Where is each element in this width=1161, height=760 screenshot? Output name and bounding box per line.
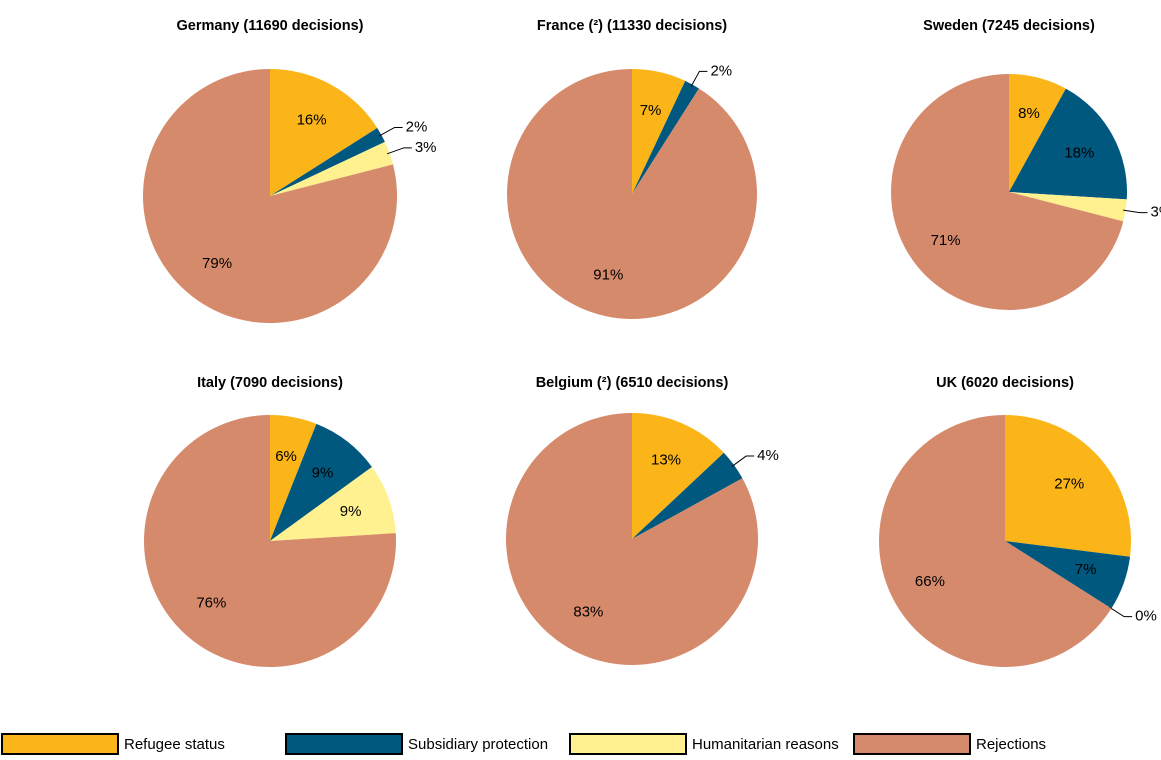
leader-line (1123, 209, 1148, 214)
data-label: 13% (651, 451, 681, 468)
data-label: 9% (340, 503, 362, 520)
chart-title: UK (6020 decisions) (936, 375, 1074, 391)
data-label: 76% (196, 594, 226, 611)
legend-swatch (853, 733, 971, 755)
pie-slice (143, 69, 397, 323)
legend-label: Refugee status (124, 736, 225, 753)
data-label: 7% (1075, 561, 1097, 578)
data-label: 79% (202, 255, 232, 272)
pie-slice (270, 466, 396, 541)
chart-title: Italy (7090 decisions) (197, 375, 343, 391)
data-label: 8% (1018, 105, 1040, 122)
data-label: 16% (297, 111, 327, 128)
legend-label: Rejections (976, 736, 1046, 753)
pie-slice (507, 69, 758, 319)
pie-slice (270, 415, 317, 541)
data-label: 0% (1135, 608, 1157, 625)
pie-slice (1005, 541, 1131, 609)
data-label: 71% (931, 232, 961, 249)
chart-title: France (²) (11330 decisions) (537, 18, 727, 34)
pie-slice (632, 69, 686, 194)
pie-slice (632, 80, 699, 194)
pie-slice (270, 141, 394, 196)
pie-slice (1009, 74, 1066, 192)
pie-slice (270, 423, 372, 541)
pie-slice (632, 413, 724, 539)
chart-title: Sweden (7245 decisions) (923, 18, 1095, 34)
pie-slice (270, 69, 378, 196)
chart-title: Germany (11690 decisions) (177, 18, 364, 34)
data-label: 66% (915, 573, 945, 590)
legend-swatch (569, 733, 687, 755)
data-label: 6% (275, 448, 297, 465)
pie-slice (1009, 88, 1128, 200)
pie-slice (506, 413, 758, 665)
data-label: 3% (1151, 204, 1161, 221)
legend-label: Subsidiary protection (408, 736, 548, 753)
legend-label: Humanitarian reasons (692, 736, 839, 753)
data-label: 9% (312, 464, 334, 481)
pie-slice (1005, 415, 1132, 557)
leader-line (731, 455, 755, 467)
legend-swatch (1, 733, 119, 755)
data-label: 3% (415, 139, 437, 156)
leader-line (386, 147, 412, 155)
pie-slice (879, 415, 1112, 667)
legend-swatch (285, 733, 403, 755)
pie-slice (632, 452, 743, 539)
data-label: 83% (573, 604, 603, 621)
pie-slice (1009, 192, 1127, 222)
leader-line (378, 126, 403, 137)
pie-slice (270, 127, 385, 196)
data-label: 27% (1054, 475, 1084, 492)
data-label: 2% (710, 62, 732, 79)
pie-slice (891, 74, 1124, 311)
data-label: 7% (640, 102, 662, 119)
pie-slice (144, 415, 397, 667)
data-label: 2% (406, 118, 428, 135)
leader-line (1108, 606, 1133, 618)
data-label: 91% (593, 267, 623, 284)
data-label: 4% (757, 447, 779, 464)
leader-line (690, 70, 708, 87)
chart-title: Belgium (²) (6510 decisions) (536, 375, 729, 391)
data-label: 18% (1064, 144, 1094, 161)
